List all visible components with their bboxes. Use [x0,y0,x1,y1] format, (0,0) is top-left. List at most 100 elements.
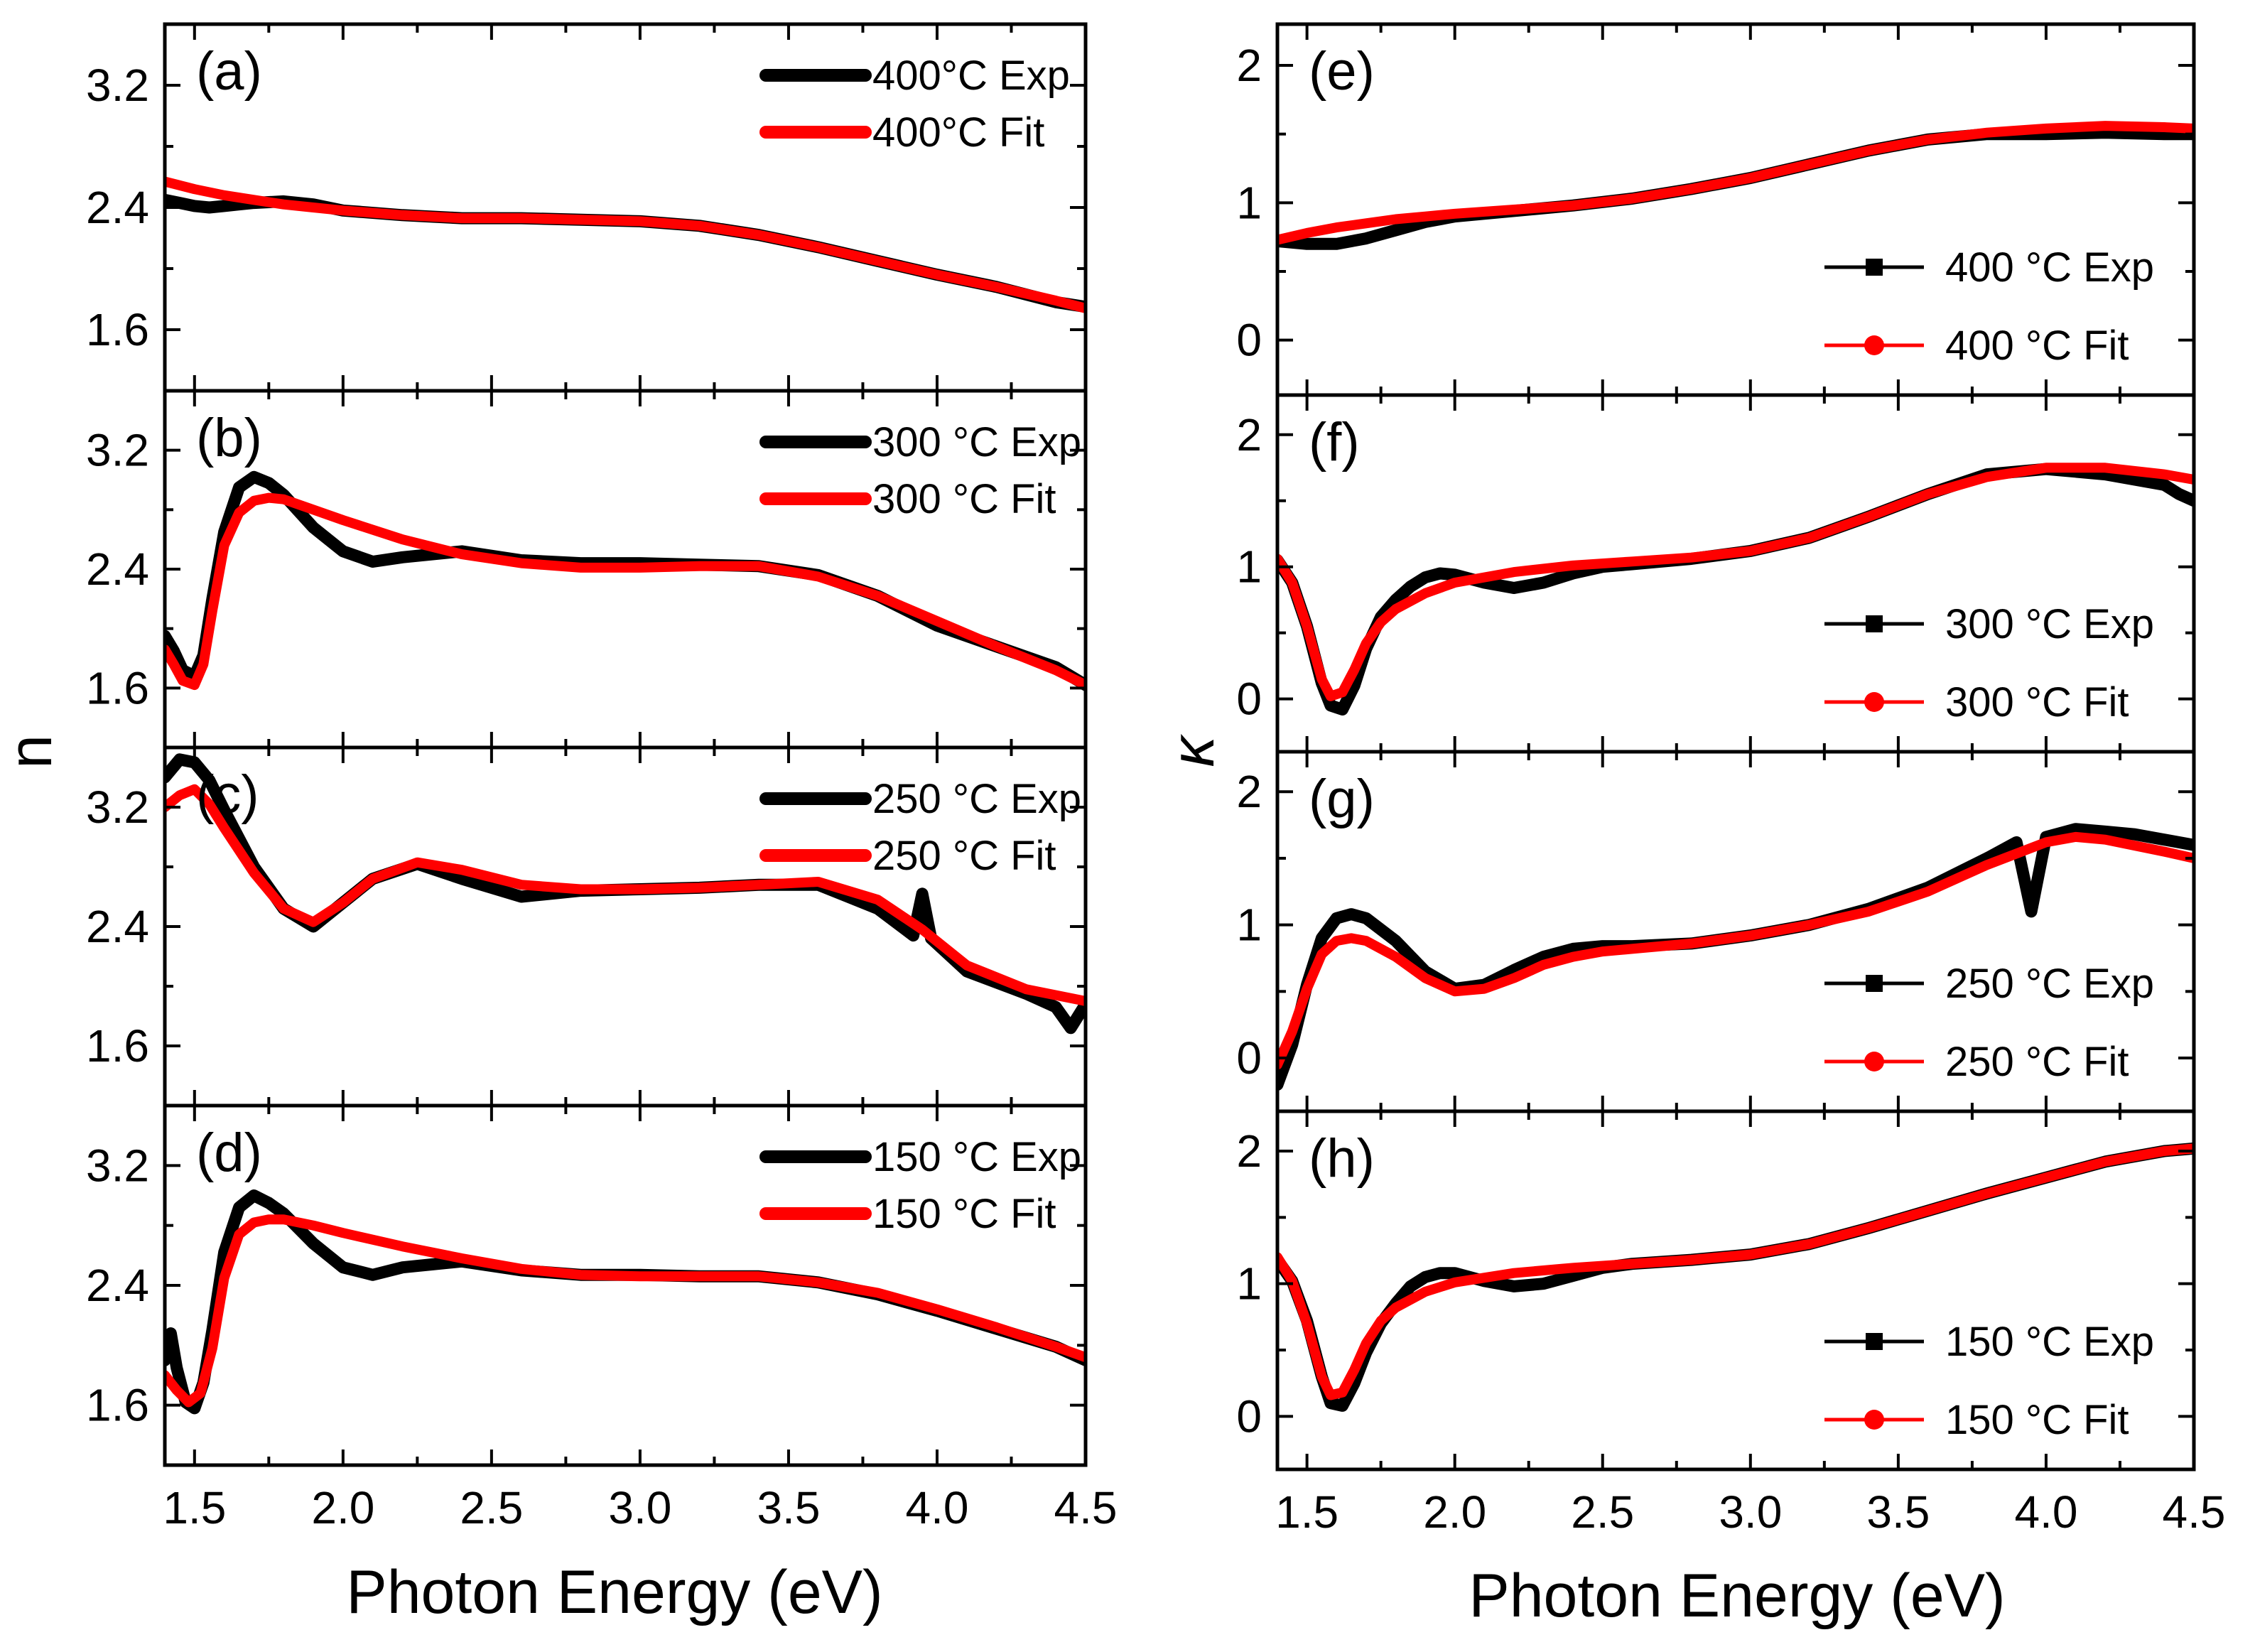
legend-marker [1864,1052,1884,1071]
right-y-axis-title: κ [1159,734,1227,767]
y-tick-label: 1 [1236,177,1262,228]
panel-label: (b) [196,408,262,468]
y-tick-label: 1.6 [86,1020,149,1071]
panel-e: 0 1 2 (e) 400 °C Exp 400 °C Fit [1236,22,2196,397]
panel-label: (g) [1309,769,1375,829]
y-tick-label: 0 [1236,1032,1262,1084]
x-tick-label: 1.5 [1275,1486,1339,1538]
series-group [1277,823,2194,1091]
x-tick-label: 3.5 [757,1482,820,1533]
fit-series-line [1277,121,2194,245]
panel-c: 1.6 2.4 3.2 (c) 250 °C Exp 250 °C Fit [86,745,1088,1108]
fit-series-line [165,784,1086,1006]
right-x-axis-title: Photon Energy (eV) [1469,1562,2005,1630]
fit-series-line [165,176,1086,313]
legend-label: 150 °C Fit [872,1191,1056,1237]
legend-marker [1866,615,1883,632]
panel-label: (c) [196,765,259,825]
y-tick-label: 2.4 [86,544,149,595]
y-tick-label: 2 [1236,40,1262,91]
y-tick-label: 0 [1236,1391,1262,1442]
legend-label: 250 °C Exp [1945,961,2154,1007]
y-tick-label: 3.2 [86,1140,149,1191]
panel-h: 0 1 2 1.5 2.0 2.5 3.0 3.5 4.0 4.5 (h) 150 °C Exp 150… [1236,1109,2226,1538]
legend-marker [1866,975,1883,992]
series-group [1277,121,2194,250]
legend-marker [1866,1333,1883,1350]
legend-label: 300 °C Fit [872,476,1056,522]
legend-label: 400 °C Fit [1945,323,2129,369]
fit-series-line [165,1214,1086,1408]
exp-series-line [1277,126,2194,250]
panel-d: 1.6 2.4 3.2 1.5 2.0 2.5 3.0 3.5 4.0 4.5 (d) 150 °C … [86,1103,1118,1533]
legend-label: 150 °C Exp [1945,1319,2154,1365]
x-tick-label: 2.0 [1423,1486,1486,1538]
y-tick-label: 1 [1236,541,1262,593]
y-tick-label: 1.6 [86,1380,149,1431]
series-group [165,176,1086,313]
exp-series-line [1277,1142,2194,1412]
panel-label: (d) [196,1123,262,1183]
legend-label: 400 °C Exp [1945,244,2154,291]
panel-b: 1.6 2.4 3.2 (b) 300 °C Exp 300 °C Fit [86,389,1088,750]
legend-marker [1864,692,1884,712]
y-tick-label: 2.4 [86,901,149,952]
legend-label: 300 °C Fit [1945,679,2129,725]
y-tick-label: 0 [1236,674,1262,725]
series-group [1277,1142,2194,1412]
y-tick-label: 3.2 [86,425,149,476]
series-group [165,1189,1086,1415]
panel-label: (h) [1309,1128,1375,1189]
panel-label: (f) [1309,412,1360,473]
fit-series-line [1277,1143,2194,1400]
y-tick-label: 2 [1236,409,1262,460]
legend-label: 400°C Fit [872,109,1044,156]
panel-f: 0 1 2 (f) 300 °C Exp 300 °C Fit [1236,393,2196,754]
panel-label: (e) [1309,41,1375,102]
x-tick-label: 4.0 [905,1482,968,1533]
panels: 1.6 2.4 3.2 (a) 400°C Exp 400°C Fit 1.6 2.4 3.2 (… [86,22,2226,1538]
y-tick-label: 2 [1236,766,1262,817]
panel-frame [163,1103,1088,1467]
legend-marker [1864,1410,1884,1430]
y-tick-label: 2.4 [86,1260,149,1311]
legend-label: 300 °C Exp [872,419,1081,465]
fit-series-line [1277,831,2194,1070]
panel-a: 1.6 2.4 3.2 (a) 400°C Exp 400°C Fit [86,22,1088,393]
y-tick-label: 1 [1236,1258,1262,1310]
x-tick-label: 4.5 [2163,1486,2226,1538]
y-tick-label: 3.2 [86,782,149,833]
legend-label: 250 °C Fit [872,833,1056,879]
y-tick-label: 1.6 [86,662,149,713]
series-group [1277,463,2194,716]
x-tick-label: 2.0 [311,1482,374,1533]
legend-label: 150 °C Fit [1945,1397,2129,1443]
panel-frame [1275,1109,2196,1472]
legend-label: 400°C Exp [872,53,1070,99]
fit-series-line [165,492,1086,691]
panel-label: (a) [196,41,262,102]
y-tick-label: 3.2 [86,60,149,111]
legend-label: 250 °C Exp [872,776,1081,822]
y-tick-label: 2.4 [86,182,149,233]
x-tick-label: 1.5 [163,1482,226,1533]
series-group [165,470,1086,691]
x-tick-label: 2.5 [460,1482,523,1533]
x-tick-label: 4.0 [2014,1486,2077,1538]
x-tick-label: 3.5 [1866,1486,1930,1538]
x-tick-label: 2.5 [1571,1486,1634,1538]
left-x-axis-title: Photon Energy (eV) [346,1558,882,1626]
legend-label: 300 °C Exp [1945,601,2154,647]
x-tick-label: 4.5 [1054,1482,1118,1533]
series-group [165,753,1086,1035]
y-tick-label: 2 [1236,1125,1262,1177]
x-tick-label: 3.0 [1719,1486,1782,1538]
y-tick-label: 1 [1236,900,1262,951]
legend-label: 150 °C Exp [872,1134,1081,1180]
legend-label: 250 °C Fit [1945,1039,2129,1085]
exp-series-line [1277,463,2194,716]
panel-g: 0 1 2 (g) 250 °C Exp 250 °C Fit [1236,750,2196,1113]
legend-marker [1866,259,1883,276]
y-tick-label: 0 [1236,315,1262,366]
